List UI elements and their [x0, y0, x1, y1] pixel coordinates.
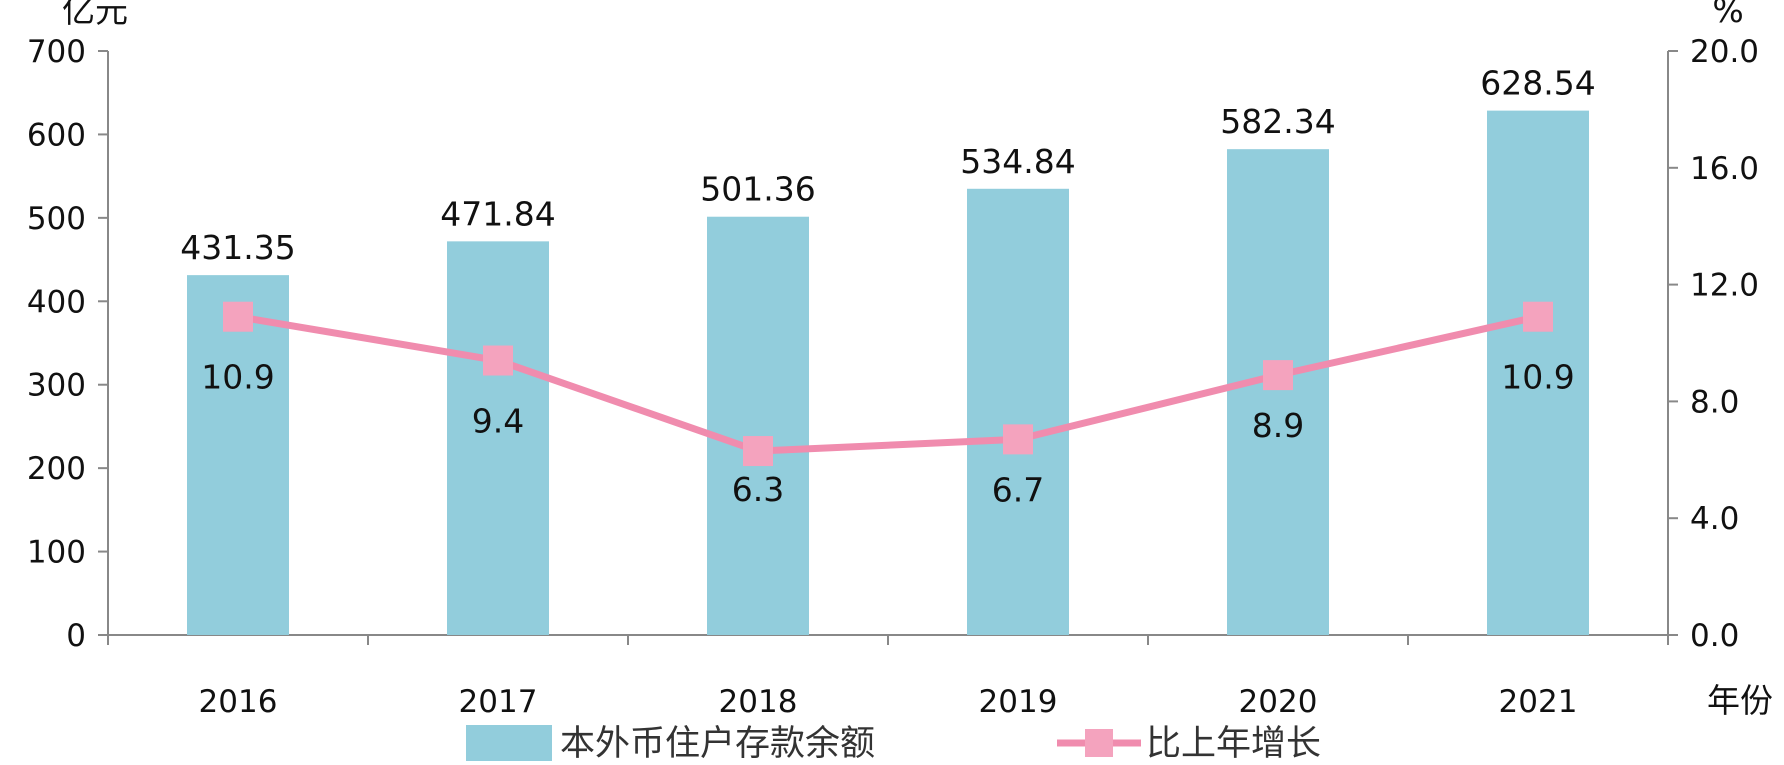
bar-2018	[707, 216, 809, 635]
x-tick-label: 2018	[719, 684, 798, 720]
right-tick-label: 8.0	[1690, 384, 1739, 420]
bar-series	[187, 110, 1589, 636]
right-tick-label: 16.0	[1690, 151, 1759, 187]
left-tick-label: 500	[27, 201, 86, 237]
right-tick-label: 4.0	[1690, 501, 1739, 537]
growth-marker-2017	[483, 345, 513, 376]
left-axis-unit: 亿元	[62, 0, 128, 30]
growth-value-label: 10.9	[1501, 358, 1574, 397]
left-tick-label: 300	[27, 368, 86, 404]
growth-value-label: 6.7	[992, 470, 1044, 509]
bar-value-label: 534.84	[960, 142, 1075, 181]
left-tick-label: 600	[27, 117, 86, 153]
left-tick-label: 200	[27, 451, 86, 487]
x-tick-label: 2019	[979, 684, 1058, 720]
legend-swatch-marker	[1085, 729, 1113, 757]
bar-2016	[187, 275, 289, 635]
growth-marker-2021	[1523, 301, 1553, 332]
growth-marker-2020	[1263, 360, 1293, 391]
legend-label-line: 比上年增长	[1146, 724, 1321, 764]
x-tick-label: 2021	[1499, 684, 1578, 720]
growth-marker-2016	[223, 301, 253, 332]
x-axis-unit: 年份	[1707, 681, 1773, 720]
right-axis-unit: %	[1712, 0, 1743, 30]
bar-value-label: 582.34	[1220, 102, 1335, 141]
x-tick-label: 2017	[459, 684, 538, 720]
x-tick-label: 2016	[199, 684, 278, 720]
bar-2019	[967, 188, 1069, 635]
data-label-group: 431.35 471.84 501.36 534.84 582.34 628.54 10.9…	[180, 64, 1595, 510]
legend: 本外币住户存款余额 比上年增长	[466, 724, 1321, 764]
legend-swatch-bars	[466, 725, 552, 761]
growth-line	[237, 313, 1539, 455]
growth-value-label: 10.9	[201, 358, 274, 397]
line-series	[223, 301, 1553, 467]
growth-value-label: 8.9	[1252, 406, 1304, 445]
growth-marker-2019	[1003, 424, 1033, 455]
bar-value-label: 628.54	[1480, 64, 1595, 103]
legend-label-bars: 本外币住户存款余额	[560, 724, 875, 764]
bar-value-label: 501.36	[700, 170, 815, 209]
bar-2017	[447, 241, 549, 635]
bar-2020	[1227, 149, 1329, 636]
right-tick-label: 20.0	[1690, 34, 1759, 70]
left-tick-label: 0	[66, 618, 86, 654]
bar-2021	[1487, 110, 1589, 636]
bar-value-label: 431.35	[180, 228, 295, 267]
left-tick-label: 100	[27, 535, 86, 571]
left-tick-label: 400	[27, 284, 86, 320]
tick-group: 0 100 200 300 400 500 600 700 0.0 4.0 8.0 12.0 16.0 2…	[27, 34, 1759, 720]
growth-value-label: 6.3	[732, 470, 784, 509]
x-tick-label: 2020	[1239, 684, 1318, 720]
growth-marker-2018	[743, 436, 773, 467]
left-tick-label: 700	[27, 34, 86, 70]
right-tick-label: 12.0	[1690, 268, 1759, 304]
growth-value-label: 9.4	[472, 402, 524, 441]
bar-value-label: 471.84	[440, 194, 555, 233]
right-tick-label: 0.0	[1690, 618, 1739, 654]
